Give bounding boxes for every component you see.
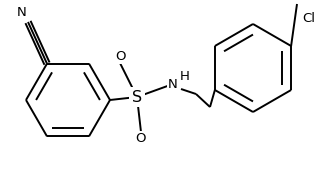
Text: N: N — [168, 77, 178, 90]
Text: Cl: Cl — [302, 12, 315, 25]
Text: S: S — [132, 89, 142, 104]
Text: O: O — [136, 132, 146, 145]
Text: O: O — [115, 50, 125, 63]
Text: H: H — [180, 69, 190, 82]
Text: N: N — [17, 5, 27, 18]
